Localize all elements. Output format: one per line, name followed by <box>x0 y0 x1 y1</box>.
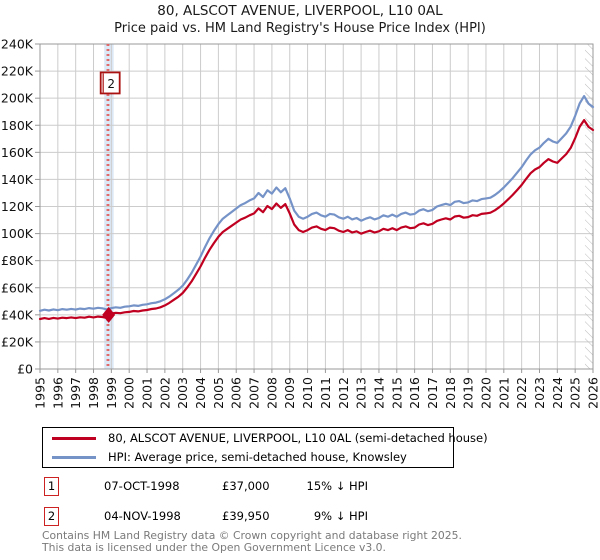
footer-line-1: Contains HM Land Registry data © Crown c… <box>42 529 462 542</box>
x-tick-label: 1995 <box>33 377 48 409</box>
x-tick-label: 2019 <box>461 377 476 409</box>
x-tick-label: 2002 <box>157 377 172 409</box>
transaction-1-price: £37,000 <box>222 479 270 493</box>
transaction-2-badge: 2 <box>44 507 59 526</box>
y-tick-label: £120K <box>0 199 34 214</box>
transaction-1-badge: 1 <box>44 477 59 496</box>
blue-line-swatch <box>52 455 96 459</box>
x-tick-label: 2018 <box>443 377 458 409</box>
y-tick-label: £240K <box>0 37 34 52</box>
legend-label-price-paid: 80, ALSCOT AVENUE, LIVERPOOL, L10 0AL (s… <box>108 431 488 445</box>
x-tick-label: 2025 <box>568 377 583 409</box>
transaction-row-2: 2 04-NOV-1998 £39,950 9% ↓ HPI <box>42 507 462 528</box>
y-tick-label: £180K <box>0 118 34 133</box>
x-tick-label: 2004 <box>193 377 208 409</box>
x-tick-label: 2005 <box>211 377 226 409</box>
y-tick-label: £140K <box>0 172 34 187</box>
y-tick-label: £0 <box>17 362 33 377</box>
y-tick-label: £220K <box>0 64 34 79</box>
red-line-swatch <box>52 436 96 440</box>
annotation-box-2 <box>99 71 121 95</box>
transaction-row-1: 1 07-OCT-1998 £37,000 15% ↓ HPI <box>42 477 462 498</box>
x-tick-label: 2022 <box>514 377 529 409</box>
x-tick-label: 2003 <box>175 377 190 409</box>
legend-label-hpi: HPI: Average price, semi-detached house,… <box>108 450 407 464</box>
hpi-line <box>38 94 595 312</box>
y-tick-label: £20K <box>1 334 34 349</box>
x-tick-label: 2023 <box>532 377 547 409</box>
legend-item-hpi: HPI: Average price, semi-detached house,… <box>43 448 453 466</box>
y-tick-label: £60K <box>1 280 34 295</box>
x-tick-label: 2026 <box>586 377 600 409</box>
transaction-1-hpi-diff: 15% ↓ HPI <box>306 479 368 493</box>
x-tick-label: 2020 <box>478 377 493 409</box>
x-tick-label: 2012 <box>336 377 351 409</box>
x-tick-label: 2008 <box>264 377 279 409</box>
transaction-1-date: 07-OCT-1998 <box>104 479 180 493</box>
price-chart: 2 £0 £20K £40K £60K £80K £100K £120K £140K £160K £… <box>0 37 600 409</box>
x-tick-label: 2014 <box>371 377 386 409</box>
footer-line-2: This data is licensed under the Open Gov… <box>42 540 386 554</box>
x-tick-label: 2017 <box>425 377 440 409</box>
legend-item-price-paid: 80, ALSCOT AVENUE, LIVERPOOL, L10 0AL (s… <box>43 429 488 447</box>
x-tick-label: 2000 <box>122 377 137 409</box>
y-tick-label: £200K <box>0 91 34 106</box>
transaction-2-hpi-diff: 9% ↓ HPI <box>313 509 368 523</box>
transaction-2-price: £39,950 <box>222 509 270 523</box>
future-hatch-band <box>584 44 593 369</box>
x-tick-label: 2021 <box>496 377 511 409</box>
x-tick-label: 1998 <box>86 377 101 409</box>
x-tick-label: 1999 <box>104 377 119 409</box>
chart-title: 80, ALSCOT AVENUE, LIVERPOOL, L10 0AL <box>157 3 443 19</box>
y-tick-label: £40K <box>1 307 34 322</box>
x-tick-label: 2007 <box>247 377 262 409</box>
sale-marker <box>102 306 116 323</box>
x-tick-label: 1997 <box>68 377 83 409</box>
x-tick-label: 2011 <box>318 377 333 409</box>
annotation-label: 2 <box>107 77 115 91</box>
x-tick-label: 2024 <box>550 377 565 409</box>
y-tick-label: £160K <box>0 145 34 160</box>
license-footer: Contains HM Land Registry data © Crown c… <box>42 530 582 553</box>
y-tick-label: £100K <box>0 226 34 241</box>
price-paid-line <box>38 118 595 321</box>
y-tick-label: £80K <box>1 253 34 268</box>
x-tick-label: 2016 <box>407 377 422 409</box>
chart-legend: 80, ALSCOT AVENUE, LIVERPOOL, L10 0AL (s… <box>42 427 488 468</box>
x-tick-label: 2006 <box>229 377 244 409</box>
chart-subtitle: Price paid vs. HM Land Registry's House … <box>114 21 486 36</box>
transaction-2-date: 04-NOV-1998 <box>104 509 181 523</box>
x-tick-label: 2001 <box>140 377 155 409</box>
x-tick-label: 2010 <box>300 377 315 409</box>
x-tick-label: 2009 <box>282 377 297 409</box>
x-tick-label: 2015 <box>389 377 404 409</box>
x-tick-label: 2013 <box>354 377 369 409</box>
x-tick-label: 1996 <box>50 377 65 409</box>
